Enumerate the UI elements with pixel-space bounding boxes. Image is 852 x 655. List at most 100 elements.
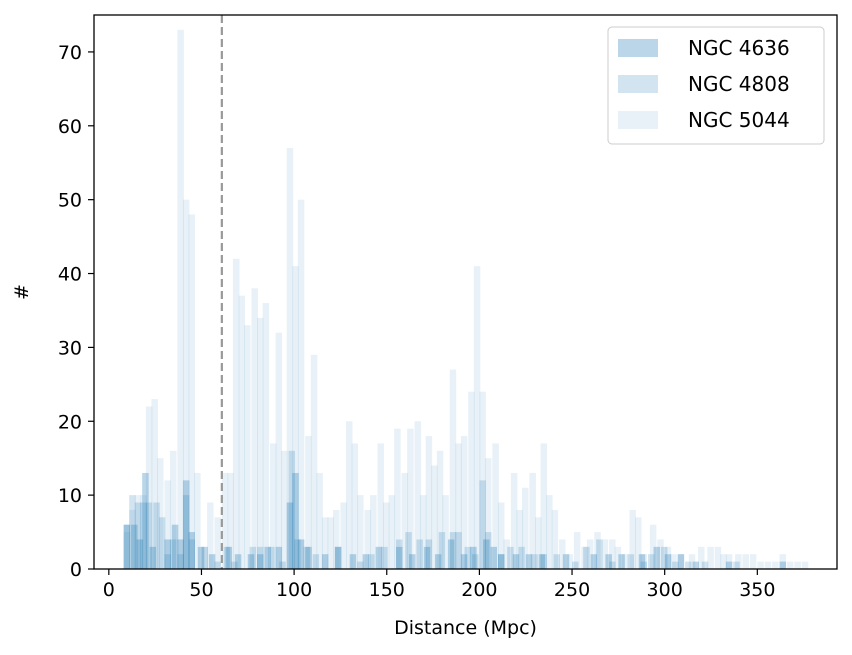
histogram-bar [310,354,318,569]
histogram-bar [423,546,431,569]
histogram-bar [622,554,629,569]
histogram-bar [449,532,457,569]
histogram-bar [251,288,258,569]
histogram-bar [653,546,661,569]
histogram-bar [281,450,288,569]
histogram-bar [735,554,742,569]
histogram-bar [483,539,490,569]
histogram-bar [257,554,264,569]
histogram-bar [305,546,312,569]
histogram-bar [648,554,655,569]
histogram-bar [497,554,505,569]
histogram-bar [292,266,299,569]
histogram-bar [772,561,779,569]
histogram-bar [297,199,305,569]
histogram-bar [618,554,625,569]
histogram-bar [182,495,190,569]
x-tick-label: 350 [739,579,775,601]
histogram-bar [649,524,657,569]
histogram-bar [408,554,416,569]
histogram-bar [470,546,477,569]
histogram-bar [394,428,401,569]
series-1-bars [123,472,787,569]
histogram-bar [370,495,377,569]
legend-box [607,26,825,145]
histogram-bar [153,502,160,569]
histogram-bar [431,465,438,569]
histogram-bar [559,539,566,569]
histogram-bar [194,472,201,569]
histogram-bar [388,495,396,569]
series-2-bars [123,450,740,569]
histogram-bar [438,532,446,569]
plot-frame [93,14,838,570]
histogram-bar [169,450,177,569]
histogram-bar [231,561,238,569]
x-tick-label: 50 [189,579,213,601]
histogram-bar [638,554,646,569]
histogram-bar [177,29,184,570]
histogram-bar [540,554,548,569]
histogram-bar [182,199,190,569]
histogram-bar [449,369,457,569]
histogram-bar [779,561,787,569]
histogram-bar [657,539,664,569]
histogram-bar [134,495,142,569]
histogram-bar [516,509,523,569]
histogram-bar [471,554,479,569]
histogram-bar [434,554,442,569]
histogram-bar [538,554,546,569]
x-tick-label: 100 [276,579,312,601]
histogram-bar [692,561,699,569]
histogram-bar [553,554,560,569]
histogram-bar [312,554,320,569]
histogram-bar [794,561,801,569]
histogram-bar [136,539,144,569]
histogram-bar [364,509,372,569]
histogram-bar [333,509,340,569]
histogram-bar [442,495,449,569]
histogram-bar [664,546,672,569]
histogram-bar [129,495,136,569]
histogram-bar [609,539,616,569]
histogram-bar [262,303,270,569]
histogram-bar [562,554,570,569]
histogram-bar [725,554,733,569]
histogram-bar [455,443,462,569]
histogram-bar [140,495,147,569]
histogram-bar [464,546,472,569]
x-tick-label: 150 [369,579,405,601]
histogram-bar [492,443,499,569]
histogram-bar [340,502,347,569]
histogram-bar [286,502,294,569]
histogram-bar [208,554,216,569]
histogram-bar [383,502,390,569]
histogram-bar [529,472,536,569]
histogram-bar [232,258,240,569]
histogram-bar [349,554,357,569]
histogram-bar [525,554,533,569]
histogram-bar [244,325,251,569]
histogram-bar [375,546,383,569]
histogram-bar [264,546,271,569]
histogram-bar [401,472,409,569]
histogram-bar [484,458,492,569]
histogram-bar [742,554,749,569]
histogram-bar [460,436,468,569]
histogram-bar [396,546,403,569]
histogram-bar [566,554,573,569]
histogram-bar [286,147,294,569]
histogram-bar [573,532,581,569]
histogram-bar [268,546,275,569]
histogram-bar [297,539,305,569]
histogram-bar [257,317,264,569]
histogram-bar [473,266,481,569]
histogram-bar [321,554,329,569]
histogram-bar [551,509,559,569]
histogram-bar [779,554,787,569]
histogram-bar [188,539,195,569]
histogram-bar [436,450,444,569]
x-axis-label: Distance (Mpc) [394,617,537,639]
legend-label: NGC 5044 [688,108,790,132]
